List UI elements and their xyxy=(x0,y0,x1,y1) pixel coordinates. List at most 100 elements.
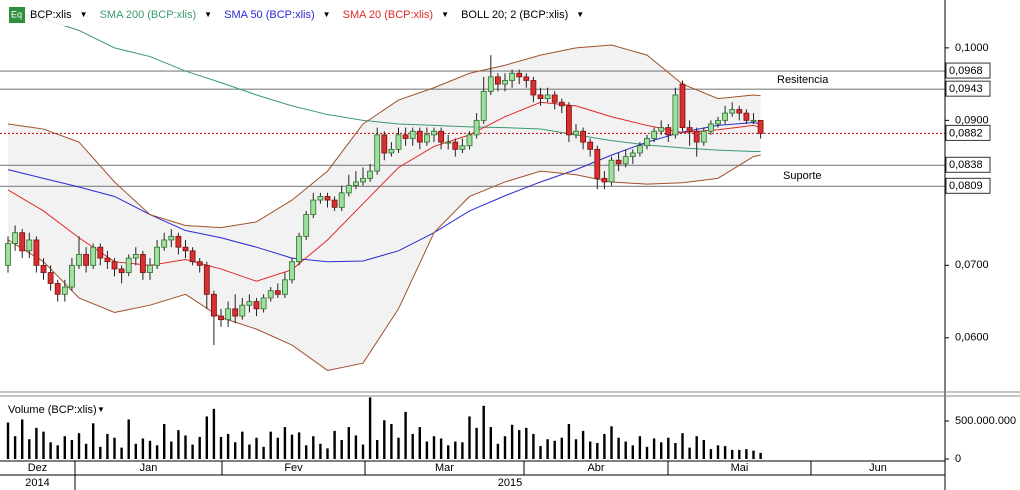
volume-bar xyxy=(28,439,31,459)
legend: Eq BCP:xlis ▼ SMA 200 (BCP:xlis) ▼ SMA 50 (B… xyxy=(0,4,944,26)
volume-bar xyxy=(397,437,400,459)
volume-bar xyxy=(695,436,698,459)
y-tick-label: 0,1000 xyxy=(955,42,989,54)
dropdown: ▼ xyxy=(97,405,105,414)
symbol-icon[interactable] xyxy=(9,7,25,23)
year-label: 2015 xyxy=(498,477,522,489)
volume-bar xyxy=(212,408,216,459)
price-panel: Resitencia Suporte xyxy=(0,9,945,371)
candle-body xyxy=(33,239,40,266)
candle-body xyxy=(5,243,11,266)
candle-body xyxy=(757,119,764,134)
volume-bar xyxy=(603,433,606,459)
candle-body xyxy=(132,254,139,259)
candle-body xyxy=(665,127,672,136)
candle-body xyxy=(104,257,111,263)
volume-bar xyxy=(404,411,407,459)
candle-body xyxy=(558,101,565,107)
candle-body xyxy=(47,272,54,284)
dropdown[interactable]: ▼ xyxy=(204,10,212,19)
candle-body xyxy=(331,199,338,208)
candle-body xyxy=(551,94,558,103)
volume-bar xyxy=(553,440,556,459)
volume-bar xyxy=(475,427,478,459)
level-tag-label: 0,0838 xyxy=(949,159,983,171)
level-tag-label: 0,0968 xyxy=(949,65,983,77)
legend-entry[interactable]: SMA 20 (BCP:xlis) xyxy=(343,9,433,21)
candle-body xyxy=(76,254,82,266)
volume-bar xyxy=(610,426,613,459)
candle-body xyxy=(608,159,615,183)
volume-bar xyxy=(667,437,670,459)
candle-body xyxy=(700,130,707,143)
legend-entry[interactable]: SMA 50 (BCP:xlis) xyxy=(224,9,314,21)
volume-bar xyxy=(518,430,521,459)
level-tag-label: 0,0882 xyxy=(949,127,983,139)
volume-bar xyxy=(141,438,145,459)
candle-body xyxy=(615,159,622,165)
candle-body xyxy=(651,130,657,139)
volume-bar xyxy=(319,443,322,459)
candle-body xyxy=(388,148,395,154)
volume-bar xyxy=(361,444,365,459)
band-upper xyxy=(7,44,761,229)
candle-body xyxy=(310,199,317,215)
volume-bar xyxy=(163,424,166,459)
candle-body xyxy=(722,112,728,121)
volume-bar xyxy=(191,444,194,459)
volume-bar xyxy=(184,435,187,459)
band-lower xyxy=(7,154,761,371)
candle-body xyxy=(644,138,650,147)
legend-entry[interactable]: SMA 200 (BCP:xlis) xyxy=(100,9,197,21)
candle-body xyxy=(139,254,146,273)
volume-bar xyxy=(234,442,237,459)
volume-bar xyxy=(198,436,201,459)
dropdown[interactable]: ▼ xyxy=(80,10,88,19)
volume-bar xyxy=(489,427,492,459)
volume-bar xyxy=(645,446,649,459)
volume-bar xyxy=(219,436,223,459)
volume-bar xyxy=(510,424,514,459)
volume-bar xyxy=(468,416,471,459)
candle-body xyxy=(523,76,530,81)
volume-bar xyxy=(127,419,130,459)
dropdown[interactable]: ▼ xyxy=(441,10,449,19)
candle-body xyxy=(118,268,125,273)
legend-entry[interactable]: BOLL 20; 2 (BCP:xlis) xyxy=(461,9,568,21)
candle-body xyxy=(409,130,416,139)
volume-bar xyxy=(759,452,762,459)
volume-bar xyxy=(290,434,294,459)
symbol-icon-text: Eq xyxy=(11,9,22,19)
candle-body xyxy=(445,141,452,144)
volume-bar xyxy=(439,438,443,459)
candle-body xyxy=(352,181,359,186)
volume-bar xyxy=(638,436,642,459)
volume-tick-label: 0 xyxy=(955,453,961,465)
volume-bar xyxy=(70,440,74,459)
volume-bar xyxy=(283,427,287,459)
volume-bar xyxy=(745,449,748,459)
volume-bar xyxy=(681,433,684,459)
dropdown[interactable]: ▼ xyxy=(323,10,331,19)
candle-body xyxy=(708,123,714,132)
candle-body xyxy=(637,145,643,154)
indicator-line xyxy=(7,9,761,153)
symbol-label[interactable]: BCP:xlis xyxy=(30,9,72,21)
volume-bar xyxy=(411,433,414,459)
candle-body xyxy=(402,134,409,139)
dropdown[interactable]: ▼ xyxy=(576,10,584,19)
volume-bar xyxy=(106,433,109,459)
volume-bar xyxy=(425,441,429,459)
volume-bar xyxy=(525,427,528,459)
candle-body xyxy=(622,156,629,165)
volume-bar xyxy=(276,437,279,459)
volume-bar xyxy=(155,445,159,459)
volume-bar xyxy=(134,443,137,459)
candle-body xyxy=(459,145,466,150)
volume-bar xyxy=(752,450,755,459)
candle-body xyxy=(168,235,175,241)
candle-body xyxy=(360,177,366,183)
candle-body xyxy=(629,152,636,157)
volume-bar xyxy=(305,445,308,459)
volume-bar xyxy=(255,437,258,459)
